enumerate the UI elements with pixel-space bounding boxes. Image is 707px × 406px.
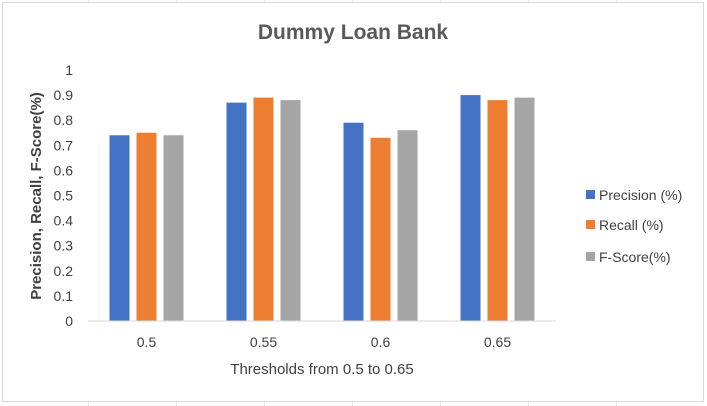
legend-swatch	[586, 220, 595, 229]
x-tick-label: 0.55	[250, 334, 277, 350]
legend-label: Precision (%)	[599, 187, 682, 203]
y-tick-label: 0.1	[54, 288, 74, 304]
bar-f-score-0-6[interactable]	[397, 130, 418, 321]
legend-label: Recall (%)	[599, 217, 664, 233]
y-tick-label: 0.2	[54, 263, 74, 279]
bar-precision-0-65[interactable]	[460, 95, 481, 321]
bar-precision-0-6[interactable]	[343, 122, 364, 322]
x-axis-ticks: 0.5 0.55 0.6 0.65	[137, 334, 512, 350]
legend-label: F-Score(%)	[599, 249, 671, 265]
y-tick-label: 0.8	[54, 112, 74, 128]
bar-f-score-0-65[interactable]	[514, 97, 535, 321]
y-tick-label: 0	[65, 313, 73, 329]
chart-title: Dummy Loan Bank	[258, 21, 449, 44]
bar-recall-0-55[interactable]	[253, 97, 274, 321]
y-tick-label: 0.3	[54, 238, 74, 254]
bar-precision-0-5[interactable]	[109, 135, 130, 321]
y-tick-label: 0.4	[54, 213, 74, 229]
y-tick-label: 0.6	[54, 162, 74, 178]
bar-recall-0-65[interactable]	[487, 100, 508, 322]
legend-swatch	[586, 252, 595, 261]
y-tick-label: 0.5	[54, 188, 74, 204]
y-tick-label: 0.9	[54, 87, 74, 103]
legend[interactable]: Precision (%) Recall (%) F-Score(%)	[586, 187, 682, 265]
bar-precision-0-55[interactable]	[226, 102, 247, 321]
y-tick-label: 1	[65, 62, 73, 78]
bars	[109, 95, 535, 322]
y-axis-ticks: 0 0.1 0.2 0.3 0.4 0.5 0.6 0.7 0.8 0.9 1	[54, 62, 74, 329]
x-tick-label: 0.6	[371, 334, 391, 350]
bar-f-score-0-55[interactable]	[280, 100, 301, 322]
bar-recall-0-6[interactable]	[370, 137, 391, 321]
bar-recall-0-5[interactable]	[136, 132, 157, 321]
legend-swatch	[586, 190, 595, 199]
x-tick-label: 0.5	[137, 334, 157, 350]
y-axis-title: Precision, Recall, F-Score(%)	[28, 92, 45, 300]
y-tick-label: 0.7	[54, 137, 74, 153]
x-tick-label: 0.65	[484, 334, 511, 350]
bar-f-score-0-5[interactable]	[163, 135, 184, 321]
x-axis-title: Thresholds from 0.5 to 0.65	[230, 361, 413, 378]
